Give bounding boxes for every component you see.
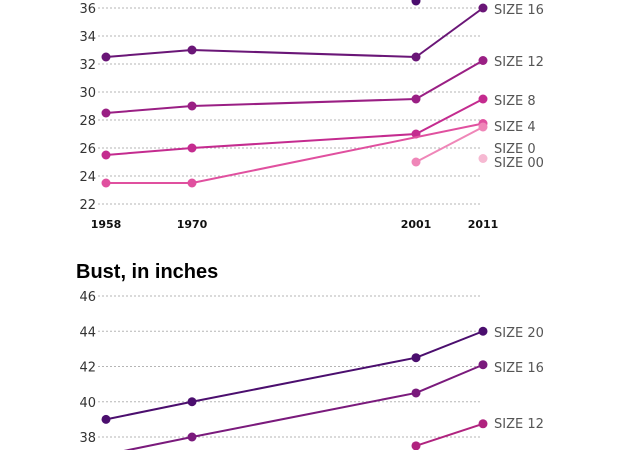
chart1-y-tick-label: 22 (79, 198, 96, 213)
chart1-series-size-0-label: SIZE 0 (494, 142, 536, 157)
chart2-series-size-16-point (187, 432, 197, 442)
chart1-series-size-4-label: SIZE 4 (494, 120, 536, 135)
chart2-series-size-20-point (411, 353, 421, 363)
chart1-series-size-12-point (187, 101, 197, 111)
chart1-y-tick-label: 24 (79, 170, 96, 185)
chart1-series-size-8-line (105, 147, 193, 156)
chart2-series-size-20-line (191, 356, 417, 403)
chart1-series-size-8-point (101, 150, 111, 160)
chart2-series-size-20-label: SIZE 20 (494, 326, 544, 341)
chart1-series-size-16-line (191, 49, 417, 58)
chart2-series-size-16-line (415, 363, 484, 394)
chart1-x-tick-label: 2001 (401, 218, 432, 231)
chart1-series-size-16-point (187, 45, 197, 55)
chart2-series-size-16-label: SIZE 16 (494, 361, 544, 376)
chart2-series-size-12-line (415, 422, 484, 447)
chart2-series-size-20-point (101, 414, 111, 424)
chart1-y-tick-label: 36 (79, 2, 96, 17)
chart1-y-tick-label: 28 (79, 114, 96, 129)
chart1-series-size-12-point (411, 94, 421, 104)
chart1-series-size-12-point (478, 56, 488, 65)
chart1-series-size-8-line (191, 133, 417, 149)
chart1-series-unlabeled-point (411, 0, 421, 6)
chart1-y-tick-label: 26 (79, 142, 96, 157)
chart2-series-size-20-line (105, 400, 193, 421)
chart2-y-tick-label: 38 (79, 431, 96, 446)
chart1-series-size-0-point (411, 157, 421, 167)
chart1-x-tick-label: 1958 (91, 218, 122, 231)
chart1-series-size-8-label: SIZE 8 (494, 94, 536, 109)
chart2-series-size-16-point (478, 360, 488, 370)
chart1-series-size-4-point (187, 178, 197, 188)
chart2-y-tick-label: 46 (79, 290, 96, 305)
chart1-series-size-00-label: SIZE 00 (494, 156, 544, 171)
chart2-y-tick-label: 44 (79, 325, 96, 340)
chart2-series-size-16-line (191, 391, 417, 438)
chart1-series-size-12-line (105, 105, 193, 114)
chart2-y-tick-label: 42 (79, 361, 96, 376)
chart1-series-size-12-line (191, 98, 417, 107)
chart2-series-size-20-line (415, 330, 484, 359)
chart1-series-size-16-label: SIZE 16 (494, 3, 544, 18)
chart2-y-tick-label: 40 (79, 396, 96, 411)
chart1-x-tick-label: 1970 (177, 218, 208, 231)
chart1-series-size-12-point (101, 108, 111, 118)
chart1-series-size-4-point (101, 178, 111, 188)
chart2-series-size-12-point (411, 441, 421, 450)
chart2-series-size-16-point (411, 388, 421, 398)
chart1-series-size-16-line (105, 49, 193, 58)
chart1-series-size-8-line (415, 98, 484, 135)
chart1-series-size-16-point (101, 52, 111, 62)
chart1-series-size-00-point (478, 154, 488, 163)
chart1-series-size-0-line (415, 126, 484, 163)
chart2-series-size-20-point (478, 326, 488, 336)
chart1-series-size-12-label: SIZE 12 (494, 55, 544, 70)
chart1-series-size-4-line (191, 122, 484, 184)
chart1-series-size-16-line (415, 7, 484, 58)
chart1-series-size-0-point (478, 122, 488, 132)
chart1-x-tick-label: 2011 (468, 218, 499, 231)
chart1-y-tick-label: 30 (79, 86, 96, 101)
chart2-series-size-12-label: SIZE 12 (494, 417, 544, 432)
chart2-title: Bust, in inches (76, 261, 218, 283)
chart1-series-size-8-point (478, 94, 488, 104)
chart2-series-size-12-point (478, 419, 488, 429)
chart1-series-size-16-point (411, 52, 421, 62)
chart1-series-size-12-line (415, 59, 484, 100)
chart1-y-tick-label: 32 (79, 58, 96, 73)
chart1-y-tick-label: 34 (79, 30, 96, 45)
chart2-series-size-20-point (187, 397, 197, 407)
chart1-series-size-16-point (478, 3, 488, 13)
chart2-series-size-16-line (123, 436, 193, 450)
chart1-series-size-8-point (187, 143, 197, 153)
